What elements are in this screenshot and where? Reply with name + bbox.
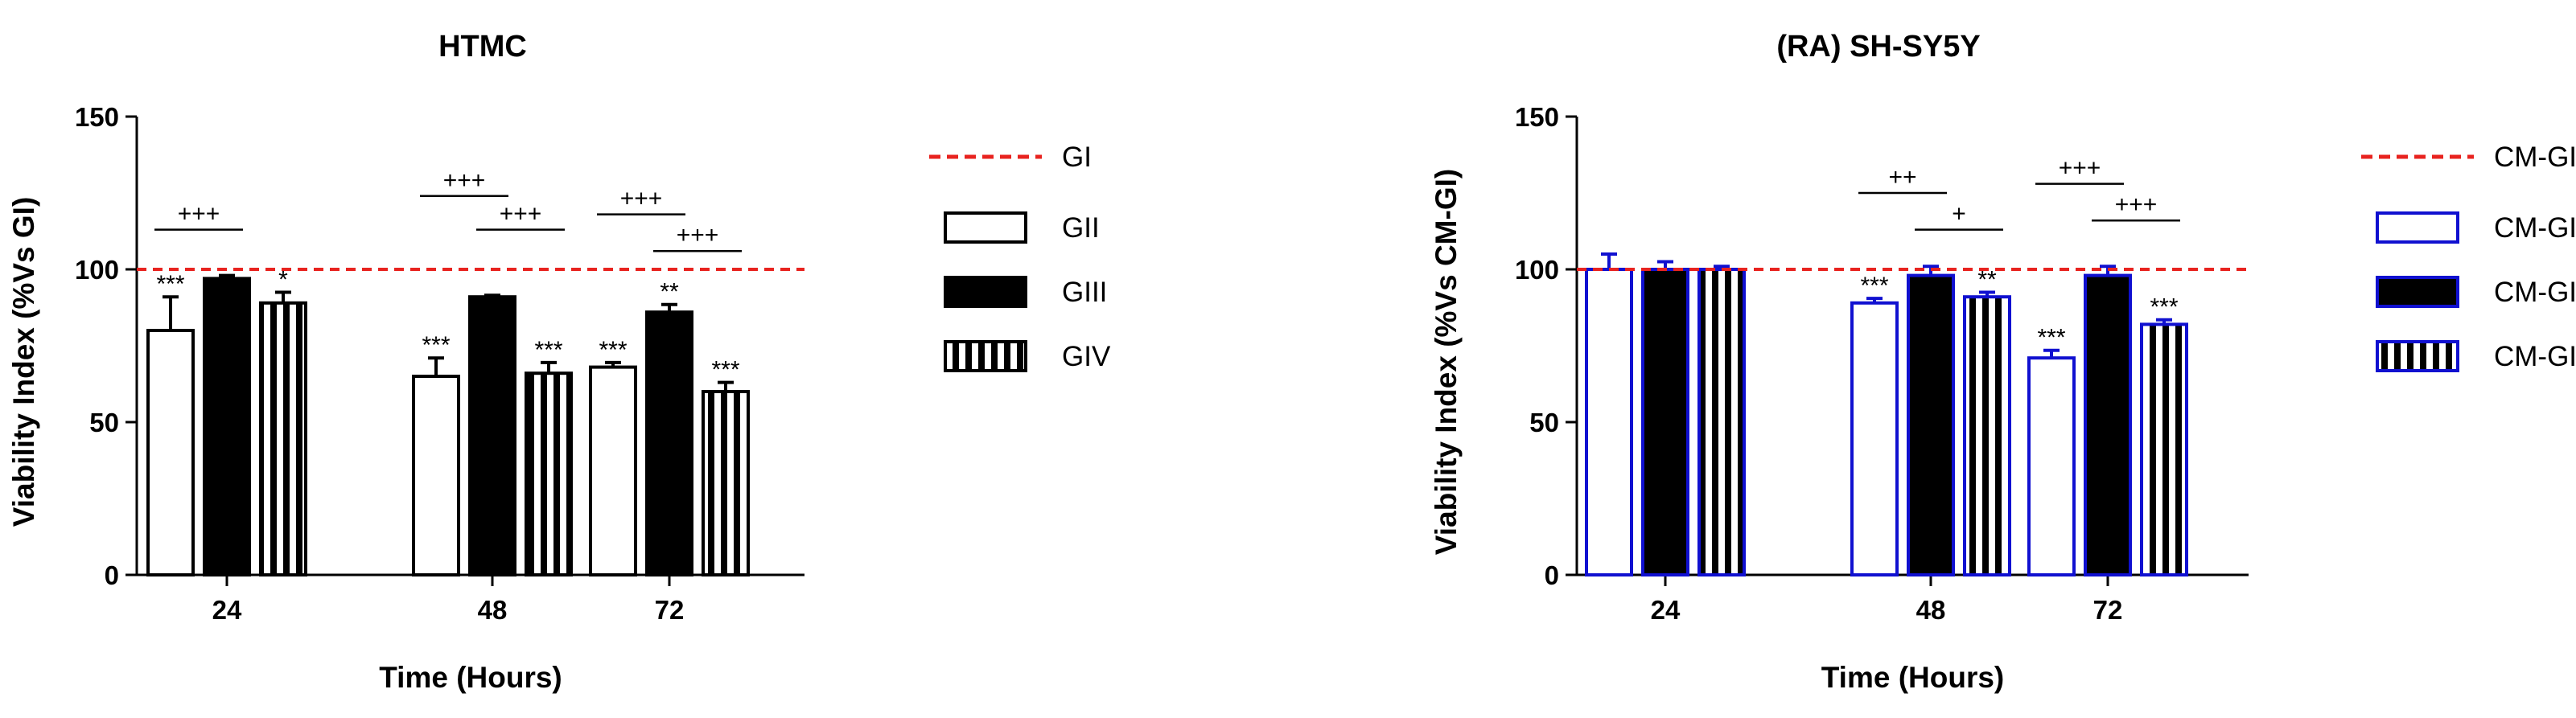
- y-axis-label: Viability Index (%Vs GI): [7, 197, 40, 527]
- x-tick-label: 24: [212, 595, 242, 625]
- y-tick-label: 50: [89, 408, 119, 437]
- significance-stars: ***: [2037, 325, 2065, 351]
- x-tick-label: 48: [478, 595, 508, 625]
- legend-label: CM-GIV: [2494, 341, 2576, 372]
- bracket-label: +++: [500, 201, 542, 228]
- bar-giv-24: [259, 301, 307, 576]
- bracket-label: +++: [178, 201, 220, 228]
- bar-cm-giii-24: [1641, 268, 1689, 576]
- bracket-label: +: [1952, 201, 1966, 228]
- bar-cm-giii-72: [2084, 273, 2132, 576]
- bracket-label: ++: [1888, 164, 1916, 191]
- bar-giii-24: [203, 277, 251, 576]
- legend-swatch-gii: [944, 211, 1027, 244]
- bar-cm-giii-48: [1907, 273, 1955, 576]
- x-axis-label: Time (Hours): [379, 661, 562, 694]
- chart-1: HTMC 0 50 100 150 Viability Index (%Vs GI) 24 4…: [7, 30, 1111, 694]
- legend: CM-GI CM-GII CM-GIII CM-GIV: [2361, 142, 2576, 372]
- significance-stars: ***: [1860, 273, 1888, 299]
- y-tick-label: 150: [1515, 102, 1559, 132]
- significance-stars: ***: [2150, 294, 2178, 321]
- significance-stars: **: [1977, 267, 1997, 293]
- legend-swatch-giii: [944, 276, 1027, 308]
- bar-giv-72: [702, 390, 750, 576]
- x-tick-label: 72: [655, 595, 685, 625]
- x-axis-label: Time (Hours): [1821, 661, 2005, 694]
- significance-stars: *: [278, 267, 288, 293]
- significance-stars: ***: [534, 337, 562, 363]
- bar-giii-72: [645, 310, 693, 576]
- legend-label: CM-GII: [2494, 212, 2576, 244]
- y-tick-label: 0: [105, 560, 119, 590]
- bracket-label: +++: [620, 186, 663, 212]
- legend-swatch-cm-giv: [2376, 340, 2459, 372]
- bar-gii-48: [412, 375, 460, 576]
- y-tick-label: 50: [1529, 408, 1559, 437]
- chart-2: (RA) SH-SY5Y 0 50 100 150 Viability Index (%V…: [1430, 30, 2576, 694]
- legend-swatch-giv: [944, 340, 1027, 372]
- bracket-label: +++: [2115, 191, 2158, 218]
- legend-label: GII: [1062, 212, 1100, 244]
- bar-giii-48: [468, 295, 516, 576]
- bar-gii-72: [589, 365, 637, 576]
- y-tick-label: 0: [1545, 560, 1559, 590]
- x-tick-label: 48: [1916, 595, 1946, 625]
- x-tick-label: 24: [1651, 595, 1681, 625]
- legend-label: CM-GIII: [2494, 277, 2576, 308]
- bar-cm-giv-24: [1697, 268, 1746, 576]
- significance-stars: ***: [711, 357, 739, 384]
- bar-cm-gii-24: [1585, 268, 1633, 576]
- bar-gii-24: [146, 329, 195, 576]
- legend-label: CM-GI: [2494, 142, 2576, 173]
- bar-giv-48: [525, 371, 573, 577]
- bar-cm-giv-48: [1963, 295, 2011, 576]
- significance-stars: ***: [422, 332, 450, 359]
- significance-stars: ***: [599, 337, 627, 363]
- legend-label: GIV: [1062, 341, 1111, 372]
- legend: GI GII GIII GIV: [929, 142, 1111, 372]
- bracket-label: +++: [677, 222, 719, 248]
- y-tick-label: 100: [1515, 255, 1559, 285]
- y-tick-label: 150: [75, 102, 119, 132]
- y-tick-label: 100: [75, 255, 119, 285]
- bracket-label: +++: [2059, 155, 2101, 182]
- significance-stars: ***: [156, 271, 184, 297]
- y-axis-label: Viability Index (%Vs CM-GI): [1430, 169, 1463, 555]
- legend-swatch-cm-gii: [2376, 211, 2459, 244]
- significance-stars: **: [660, 279, 679, 306]
- chart-title: HTMC: [438, 30, 527, 64]
- legend-label: GI: [1062, 142, 1092, 173]
- bar-cm-gii-72: [2027, 356, 2076, 576]
- x-tick-label: 72: [2093, 595, 2123, 625]
- bar-cm-giv-72: [2140, 322, 2188, 576]
- bar-cm-gii-48: [1850, 301, 1899, 576]
- legend-label: GIII: [1062, 277, 1107, 308]
- legend-swatch-cm-giii: [2376, 276, 2459, 308]
- bracket-label: +++: [443, 167, 486, 194]
- chart-title: (RA) SH-SY5Y: [1776, 30, 1980, 64]
